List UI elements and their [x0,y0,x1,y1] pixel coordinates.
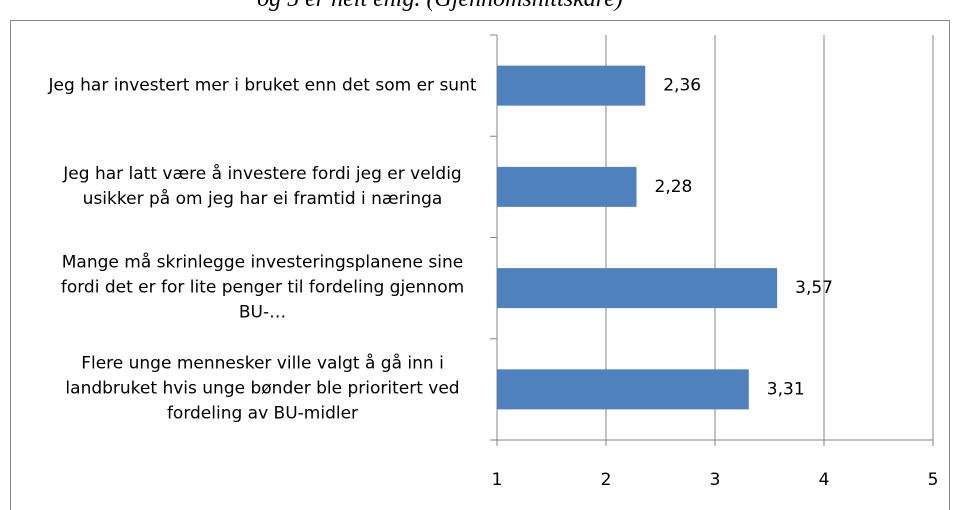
x-tick-label: 5 [928,470,939,490]
chart-frame [10,20,950,510]
data-label: 2,28 [655,177,693,197]
x-tick-label: 2 [601,470,612,490]
chart-title: og 5 er helt enig. (Gjennomsnittskåre) [0,0,880,13]
x-tick-label: 1 [492,470,503,490]
y-tick-label: Mange må skrinlegge investeringsplanene … [60,252,465,323]
x-tick-label: 4 [819,470,830,490]
bar [497,268,778,309]
data-label: 3,31 [767,379,805,399]
bar [497,166,637,207]
y-tick-label: Jeg har investert mer i bruket enn det s… [48,75,477,96]
bar [497,65,646,106]
bar [497,369,749,410]
y-tick-label: Flere unge mennesker ville valgt å gå in… [65,353,460,424]
data-label: 2,36 [663,76,701,96]
data-label: 3,57 [795,278,833,298]
x-tick-label: 3 [710,470,721,490]
y-tick-label: Jeg har latt være å investere fordi jeg … [63,163,462,209]
